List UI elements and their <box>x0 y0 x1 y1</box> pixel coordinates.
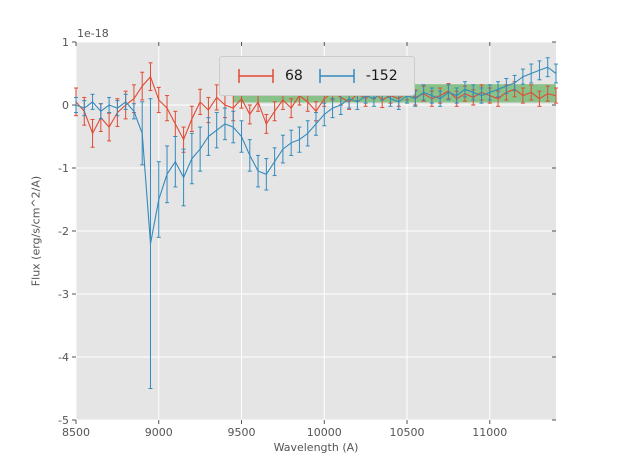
x-tick-label: 10500 <box>390 426 425 439</box>
y-tick-label: -1 <box>58 162 69 175</box>
x-tick-label: 11000 <box>472 426 507 439</box>
y-tick-label: -3 <box>58 288 69 301</box>
y-axis-offset-label: 1e-18 <box>77 27 109 40</box>
y-tick-label: 0 <box>62 99 69 112</box>
legend-entry-neg152: -152 <box>317 67 398 85</box>
x-axis-label: Wavelength (A) <box>273 441 359 454</box>
y-tick-label: -2 <box>58 225 69 238</box>
x-tick-label: 8500 <box>62 426 90 439</box>
x-tick-label: 9000 <box>145 426 173 439</box>
y-tick-label: -4 <box>58 351 69 364</box>
x-tick-label: 10000 <box>307 426 342 439</box>
errorbar-glyph-blue <box>319 69 355 83</box>
y-axis-label: Flux (erg/s/cm^2/A) <box>29 175 43 287</box>
series-line-68 <box>75 75 557 141</box>
y-tick-label: -5 <box>58 414 69 427</box>
x-tick-label: 9500 <box>228 426 256 439</box>
legend-entry-68: 68 <box>236 67 303 85</box>
legend: 68 -152 <box>219 56 415 96</box>
legend-label-neg152: -152 <box>365 68 398 84</box>
y-tick-label: 1 <box>62 36 69 49</box>
errorbar-glyph-red <box>238 69 274 83</box>
series-line--152 <box>75 66 557 244</box>
legend-label-68: 68 <box>285 68 303 84</box>
